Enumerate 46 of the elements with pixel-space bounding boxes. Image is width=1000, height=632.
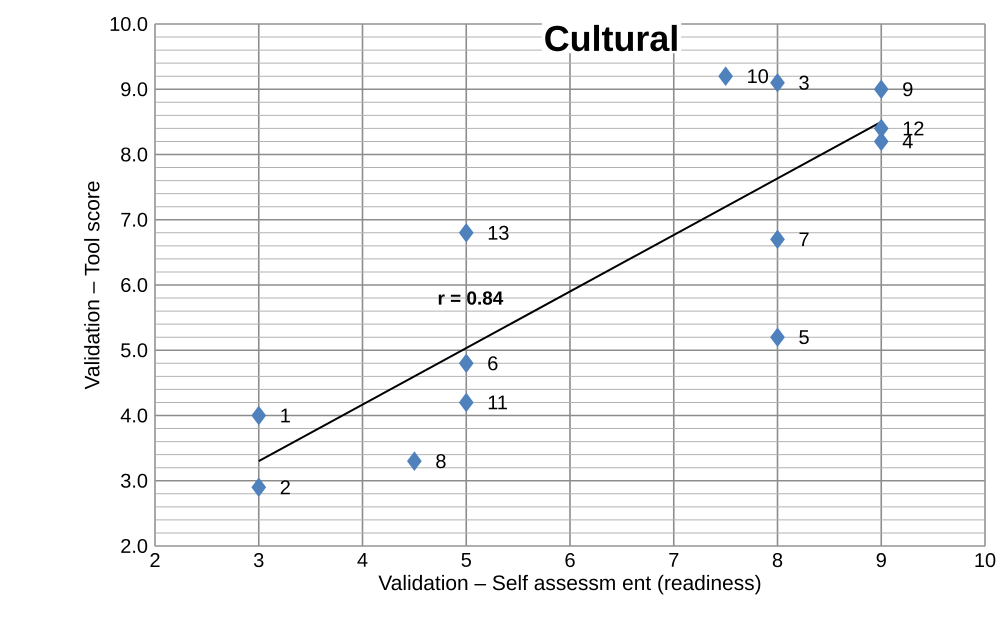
y-axis-title: Validation – Tool score	[84, 182, 100, 390]
annotation: 10	[748, 69, 768, 84]
x-tick-label: 6	[565, 553, 575, 568]
x-tick-label: 7	[669, 553, 678, 567]
y-tick-label: 6.0	[121, 278, 148, 292]
annotation: 3	[799, 76, 809, 90]
annotation: 13	[488, 226, 509, 240]
point	[874, 80, 889, 99]
point	[458, 392, 474, 412]
y-tick-label: 2.0	[121, 538, 148, 554]
y-tick-label: 5.0	[121, 343, 148, 358]
annotation: 5	[799, 330, 809, 344]
y-tick-label: 7.0	[121, 212, 148, 227]
y-tick-label: 4.0	[120, 408, 148, 423]
annotation: 7	[800, 232, 809, 246]
x-tick-label: 10	[975, 553, 996, 568]
x-tick-label: 2	[150, 553, 160, 567]
annotation: 8	[436, 454, 446, 468]
point	[770, 73, 785, 92]
point	[718, 66, 733, 86]
point	[770, 328, 785, 347]
annotation: 2	[280, 480, 290, 494]
point	[458, 354, 474, 373]
x-axis-title: Validation – Self assessm ent (readiness)	[378, 574, 760, 594]
annotation: r = 0.84	[438, 291, 504, 305]
y-tick-label: 3.0	[121, 474, 148, 488]
y-tick-label: 10.0	[110, 16, 148, 32]
point	[407, 452, 422, 471]
x-tick-label: 3	[254, 553, 264, 568]
y-tick-label: 8.0	[121, 147, 148, 162]
annotation: 12	[904, 121, 924, 136]
annotation: 11	[488, 396, 507, 410]
point	[458, 223, 474, 242]
annotation: 6	[488, 356, 498, 370]
annotation: 4	[902, 134, 913, 148]
annotation: 1	[281, 408, 290, 422]
y-tick-label: 9.0	[121, 82, 148, 96]
point	[770, 230, 785, 249]
point	[251, 478, 266, 497]
chart-title: Cultural	[545, 24, 677, 52]
annotation: 9	[903, 82, 912, 96]
x-tick-label: 4	[357, 553, 368, 567]
x-tick-label: 9	[876, 553, 886, 568]
x-tick-label: 8	[772, 553, 782, 568]
point	[251, 406, 266, 426]
x-tick-label: 5	[462, 553, 471, 567]
